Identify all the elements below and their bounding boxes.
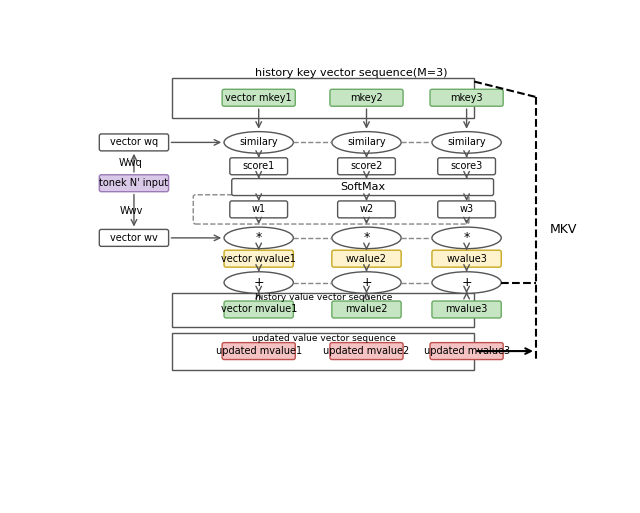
- FancyBboxPatch shape: [432, 250, 501, 267]
- Text: w2: w2: [360, 204, 374, 214]
- Text: updated mvalue3: updated mvalue3: [424, 346, 509, 356]
- FancyBboxPatch shape: [430, 343, 503, 360]
- FancyBboxPatch shape: [222, 343, 295, 360]
- Text: vector mkey1: vector mkey1: [225, 93, 292, 103]
- Text: vector wvalue1: vector wvalue1: [221, 254, 296, 264]
- FancyBboxPatch shape: [230, 158, 287, 175]
- Bar: [172, 292, 474, 327]
- Text: mkey3: mkey3: [451, 93, 483, 103]
- FancyBboxPatch shape: [99, 229, 168, 246]
- Ellipse shape: [432, 227, 501, 249]
- Ellipse shape: [332, 132, 401, 153]
- FancyBboxPatch shape: [232, 179, 493, 195]
- Text: w3: w3: [460, 204, 474, 214]
- Text: vector mvalue1: vector mvalue1: [221, 305, 297, 314]
- Text: updated mvalue2: updated mvalue2: [323, 346, 410, 356]
- Text: vector wv: vector wv: [110, 233, 158, 243]
- FancyBboxPatch shape: [330, 89, 403, 106]
- Ellipse shape: [224, 132, 293, 153]
- Text: mvalue3: mvalue3: [445, 305, 488, 314]
- Text: updated mvalue1: updated mvalue1: [216, 346, 302, 356]
- FancyBboxPatch shape: [222, 89, 295, 106]
- Text: vector wq: vector wq: [110, 137, 158, 147]
- FancyBboxPatch shape: [330, 343, 403, 360]
- FancyBboxPatch shape: [432, 301, 501, 318]
- Ellipse shape: [432, 272, 501, 293]
- FancyBboxPatch shape: [338, 158, 396, 175]
- Text: +: +: [361, 276, 372, 289]
- Text: score2: score2: [350, 161, 383, 171]
- Text: +: +: [253, 276, 264, 289]
- Text: Wwq: Wwq: [119, 158, 143, 168]
- FancyBboxPatch shape: [338, 201, 396, 218]
- Text: wvalue2: wvalue2: [346, 254, 387, 264]
- Bar: [172, 333, 474, 369]
- FancyBboxPatch shape: [99, 175, 168, 192]
- FancyBboxPatch shape: [438, 158, 495, 175]
- Text: w1: w1: [252, 204, 266, 214]
- FancyBboxPatch shape: [332, 250, 401, 267]
- Text: tonek N' input: tonek N' input: [99, 178, 168, 188]
- Ellipse shape: [332, 272, 401, 293]
- Ellipse shape: [224, 272, 293, 293]
- Text: similary: similary: [447, 137, 486, 147]
- Text: *: *: [463, 231, 470, 244]
- Text: score3: score3: [451, 161, 483, 171]
- Text: similary: similary: [239, 137, 278, 147]
- FancyBboxPatch shape: [332, 301, 401, 318]
- Ellipse shape: [332, 227, 401, 249]
- FancyBboxPatch shape: [99, 134, 168, 151]
- FancyBboxPatch shape: [430, 89, 503, 106]
- Text: *: *: [255, 231, 262, 244]
- FancyBboxPatch shape: [224, 301, 293, 318]
- Text: history key vector sequence(M=3): history key vector sequence(M=3): [255, 68, 447, 78]
- Text: wvalue3: wvalue3: [446, 254, 487, 264]
- FancyBboxPatch shape: [224, 250, 293, 267]
- Text: SoftMax: SoftMax: [340, 182, 385, 192]
- Text: score1: score1: [243, 161, 275, 171]
- Text: MKV: MKV: [550, 223, 577, 236]
- Ellipse shape: [224, 227, 293, 249]
- Text: history value vector sequence: history value vector sequence: [255, 293, 393, 303]
- Text: *: *: [364, 231, 370, 244]
- Text: updated value vector sequence: updated value vector sequence: [252, 334, 396, 343]
- Text: +: +: [461, 276, 472, 289]
- Bar: [172, 78, 474, 118]
- Ellipse shape: [432, 132, 501, 153]
- Text: similary: similary: [347, 137, 386, 147]
- Text: mvalue2: mvalue2: [345, 305, 388, 314]
- Text: mkey2: mkey2: [350, 93, 383, 103]
- Text: Wwv: Wwv: [119, 206, 143, 215]
- FancyBboxPatch shape: [193, 195, 469, 224]
- FancyBboxPatch shape: [230, 201, 287, 218]
- FancyBboxPatch shape: [438, 201, 495, 218]
